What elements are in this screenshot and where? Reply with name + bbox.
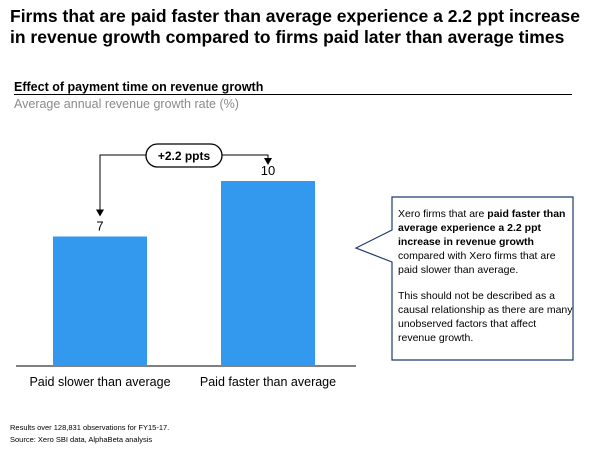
difference-badge <box>145 143 223 168</box>
x-tick-label-paid-faster: Paid faster than average <box>200 375 336 389</box>
footnote-source: Source: Xero SBI data, AlphaBeta analysi… <box>10 435 153 444</box>
callout-text: Xero firms that are paid faster than ave… <box>398 207 573 357</box>
callout-paragraph-1: Xero firms that are paid faster than ave… <box>398 207 573 277</box>
bar-paid-faster <box>221 181 315 366</box>
difference-connector <box>99 154 146 211</box>
headline: Firms that are paid faster than average … <box>10 6 580 47</box>
callout-box <box>354 196 574 361</box>
data-label-paid-slower: 7 <box>96 219 103 234</box>
difference-badge-label: +2.2 ppts <box>158 149 211 163</box>
title-divider <box>14 94 572 95</box>
y-axis-label: Average annual revenue growth rate (%) <box>14 97 239 111</box>
callout-p1-start: Xero firms that are <box>398 208 488 220</box>
arrow-down-left <box>96 209 104 217</box>
difference-connector-right <box>222 154 269 163</box>
footnote-observations: Results over 128,831 observations for FY… <box>10 423 170 432</box>
bar-paid-slower <box>53 236 147 366</box>
callout-paragraph-2: This should not be described as a causal… <box>398 290 573 344</box>
callout-p1-end: compared with Xero firms that are paid s… <box>398 250 556 276</box>
arrow-down-right <box>264 158 272 165</box>
data-label-paid-faster: 10 <box>261 163 275 178</box>
callout-p1-bold: paid faster than average experience a 2.… <box>398 208 566 248</box>
chart-title: Effect of payment time on revenue growth <box>14 80 264 94</box>
x-tick-label-paid-slower: Paid slower than average <box>29 375 170 389</box>
